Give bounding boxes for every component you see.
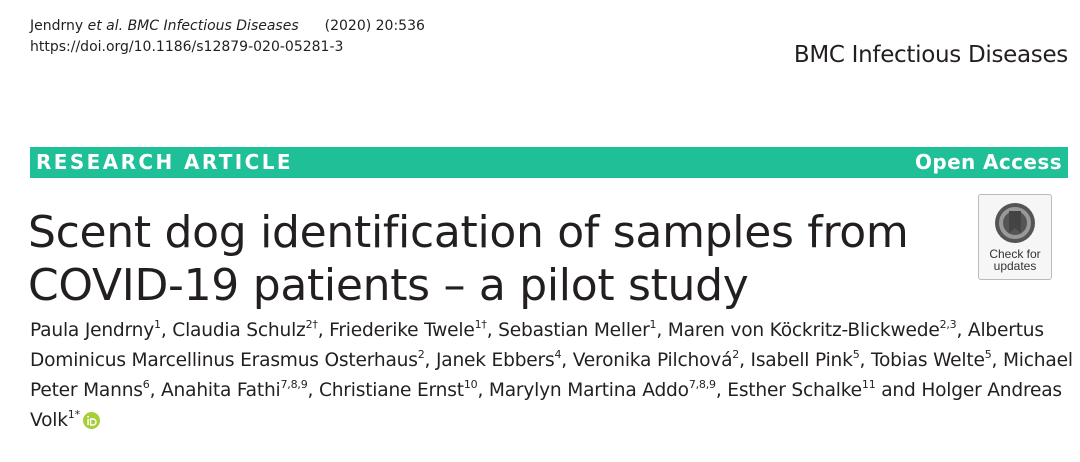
author: Paula Jendrny1 bbox=[30, 318, 161, 341]
author: Anahita Fathi7,8,9 bbox=[161, 378, 308, 401]
affiliation: 2 bbox=[732, 348, 740, 361]
journal-name: BMC Infectious Diseases bbox=[793, 42, 1068, 68]
affiliation: 7,8,9 bbox=[280, 378, 308, 391]
author-name: Christiane Ernst bbox=[318, 380, 464, 401]
banner: RESEARCH ARTICLE Open Access bbox=[30, 147, 1068, 178]
title-line: COVID-19 patients – a pilot study bbox=[28, 260, 749, 311]
separator: , bbox=[991, 350, 998, 371]
author: Tobias Welte5 bbox=[870, 348, 992, 371]
author: Holger Andreas Volk1* bbox=[30, 380, 1062, 431]
author: Veronika Pilchová2 bbox=[572, 348, 740, 371]
author-name: Anahita Fathi bbox=[161, 380, 281, 401]
author-name: Sebastian Meller bbox=[498, 320, 650, 341]
title: Scent dog identification of samples from… bbox=[28, 206, 909, 312]
affiliation: 4 bbox=[554, 348, 562, 361]
author: Friederike Twele1† bbox=[329, 318, 487, 341]
author-name: Claudia Schulz bbox=[172, 320, 306, 341]
author-name: Janek Ebbers bbox=[435, 350, 555, 371]
separator: , bbox=[656, 320, 663, 341]
separator: , bbox=[307, 380, 314, 401]
separator: , bbox=[424, 350, 431, 371]
open-access: Open Access bbox=[914, 150, 1062, 174]
title-line: Scent dog identification of samples from bbox=[28, 207, 909, 258]
author: Marylyn Martina Addo7,8,9 bbox=[488, 378, 716, 401]
affiliation: 10 bbox=[463, 378, 478, 391]
affiliation: 1* bbox=[67, 408, 80, 421]
orcid-icon[interactable] bbox=[82, 412, 100, 429]
separator: , bbox=[561, 350, 568, 371]
author-name: Marylyn Martina Addo bbox=[488, 380, 689, 401]
separator: , bbox=[149, 380, 156, 401]
author-name: Holger Andreas Volk bbox=[30, 380, 1062, 431]
affiliation: 1 bbox=[154, 318, 161, 331]
author-name: Maren von Köckritz-Blickwede bbox=[667, 320, 940, 341]
author: Isabell Pink5 bbox=[750, 348, 860, 371]
author: Maren von Köckritz-Blickwede2,3 bbox=[667, 318, 957, 341]
affiliation: 1† bbox=[474, 318, 487, 331]
doi[interactable]: https://doi.org/10.1186/s12879-020-05281… bbox=[30, 39, 344, 55]
badge-text: updates bbox=[993, 259, 1037, 273]
citation-year: (2020) 20:536 bbox=[324, 18, 425, 34]
author-name: Tobias Welte bbox=[870, 350, 985, 371]
author-name: Albertus Dominicus Marcellinus Erasmus O… bbox=[30, 320, 1044, 371]
separator: , bbox=[739, 350, 745, 371]
separator: , bbox=[486, 320, 493, 341]
separator: , bbox=[956, 320, 963, 341]
affiliation: 5 bbox=[852, 348, 860, 361]
author-name: Esther Schalke bbox=[727, 380, 862, 401]
badge-icon bbox=[995, 203, 1035, 243]
affiliation: 6 bbox=[142, 378, 150, 391]
author-name: Isabell Pink bbox=[750, 350, 853, 371]
separator: , bbox=[859, 350, 866, 371]
author-name: Veronika Pilchová bbox=[572, 350, 733, 371]
check-updates-badge[interactable]: Check for updates bbox=[978, 194, 1052, 280]
citation-author: Jendrny bbox=[30, 18, 84, 34]
citation-line: Jendrny et al. BMC Infectious Diseases (2… bbox=[30, 16, 425, 37]
citation: Jendrny et al. BMC Infectious Diseases (2… bbox=[30, 16, 425, 58]
article-type: RESEARCH ARTICLE bbox=[36, 150, 293, 174]
separator: , bbox=[160, 320, 167, 341]
author: Sebastian Meller1 bbox=[498, 318, 657, 341]
affiliation: 2,3 bbox=[939, 318, 957, 331]
author: Claudia Schulz2† bbox=[172, 318, 318, 341]
author: Janek Ebbers4 bbox=[435, 348, 562, 371]
citation-journal: BMC Infectious Diseases bbox=[127, 18, 299, 34]
author: Michael Peter Manns6 bbox=[30, 350, 1073, 401]
affiliation: 2 bbox=[417, 348, 425, 361]
author-list: Paula Jendrny1, Claudia Schulz2†, Friede… bbox=[30, 316, 1075, 436]
author: Albertus Dominicus Marcellinus Erasmus O… bbox=[30, 320, 1044, 371]
author: Christiane Ernst10 bbox=[318, 378, 478, 401]
author: Esther Schalke11 bbox=[727, 378, 876, 401]
author-name: Michael Peter Manns bbox=[30, 350, 1073, 401]
affiliation: 7,8,9 bbox=[688, 378, 716, 391]
affiliation: 5 bbox=[984, 348, 992, 361]
separator: , bbox=[715, 380, 722, 401]
separator: , bbox=[477, 380, 484, 401]
separator: , bbox=[317, 320, 324, 341]
badge-text: Check for bbox=[989, 247, 1041, 261]
author-name: Friederike Twele bbox=[329, 320, 475, 341]
affiliation: 11 bbox=[861, 378, 876, 391]
separator: and bbox=[881, 380, 916, 401]
affiliation: 1 bbox=[649, 318, 657, 331]
citation-etal: et al. bbox=[87, 18, 124, 34]
affiliation: 2† bbox=[305, 318, 318, 331]
author-name: Paula Jendrny bbox=[30, 320, 155, 341]
